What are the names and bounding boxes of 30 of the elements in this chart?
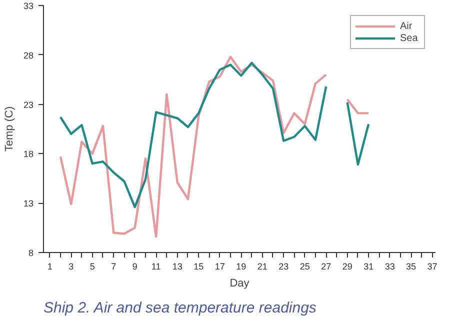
legend-label: Air (400, 20, 414, 32)
x-tick-label: 7 (111, 262, 116, 272)
x-tick-label: 37 (427, 262, 438, 272)
y-tick-label: 28 (23, 50, 34, 60)
x-tick-label: 21 (257, 262, 268, 272)
x-tick-label: 31 (364, 262, 374, 272)
legend-label: Sea (400, 32, 419, 44)
x-tick-label: 19 (236, 262, 246, 272)
x-tick-label: 1 (47, 262, 52, 272)
text: Ship 2. Air and sea temperature readings (44, 300, 317, 316)
x-tick-label: 29 (342, 262, 352, 272)
x-tick-label: 27 (321, 262, 332, 272)
x-tick-label: 9 (132, 262, 138, 272)
x-tick-label: 35 (406, 262, 416, 272)
x-axis-title: Day (230, 278, 250, 290)
x-tick-label: 11 (151, 262, 161, 272)
y-tick-label: 33 (23, 1, 34, 11)
x-tick-label: 5 (90, 262, 95, 272)
y-tick-label: 8 (28, 248, 34, 258)
y-axis-title: Temp (C) (3, 106, 16, 152)
x-tick-label: 3 (68, 262, 74, 272)
x-tick-label: 13 (172, 262, 182, 272)
y-tick-label: 13 (23, 198, 34, 209)
x-tick-label: 17 (214, 262, 225, 272)
y-tick-label: 23 (23, 100, 34, 110)
y-tick-label: 18 (23, 149, 34, 160)
x-tick-label: 33 (384, 262, 395, 272)
x-tick-label: 15 (194, 262, 204, 272)
x-tick-label: 25 (300, 262, 310, 272)
x-tick-label: 23 (278, 262, 289, 272)
